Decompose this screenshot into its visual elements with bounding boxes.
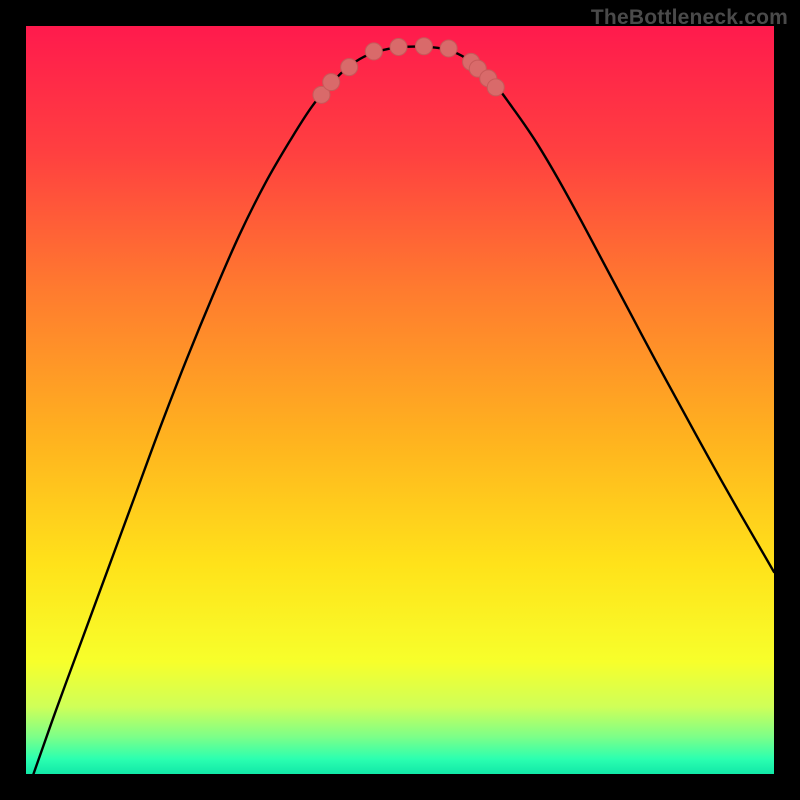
curve-marker	[341, 59, 358, 76]
curve-marker	[487, 79, 504, 96]
curve-marker	[323, 74, 340, 91]
chart-area	[26, 26, 774, 774]
curve-marker	[390, 38, 407, 55]
bottleneck-curve-chart	[26, 26, 774, 774]
curve-marker	[365, 43, 382, 60]
gradient-background	[26, 26, 774, 774]
curve-marker	[440, 40, 457, 57]
image-frame: TheBottleneck.com	[0, 0, 800, 800]
curve-marker	[415, 38, 432, 55]
